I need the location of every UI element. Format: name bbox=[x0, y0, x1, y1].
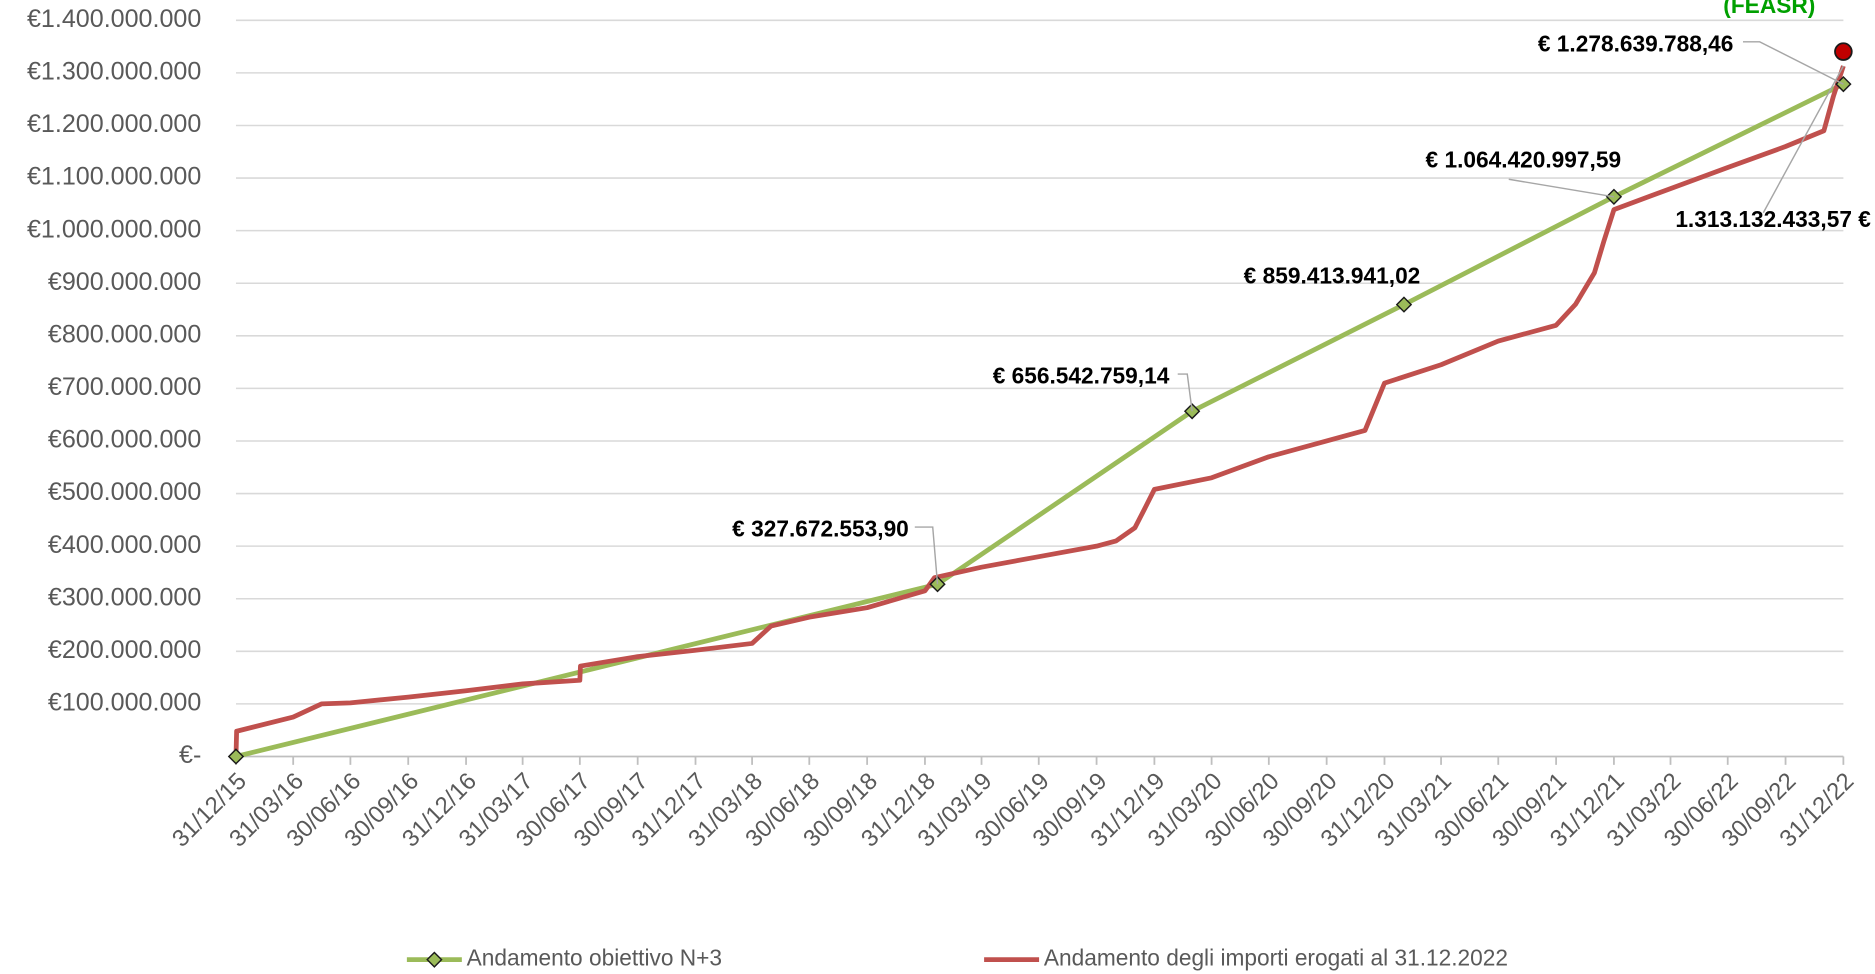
series-line bbox=[235, 81, 1845, 759]
y-tick-label: €300.000.000 bbox=[48, 583, 201, 611]
leader-line bbox=[1762, 65, 1845, 214]
legend-label: Andamento obiettivo N+3 bbox=[467, 945, 722, 971]
leader-line bbox=[1177, 373, 1193, 412]
y-tick-label: €400.000.000 bbox=[48, 531, 201, 559]
y-tick-label: €800.000.000 bbox=[48, 320, 201, 348]
y-tick-label: €- bbox=[179, 741, 201, 769]
data-label: 1.313.132.433,57 € bbox=[1675, 206, 1871, 232]
y-tick-label: €1.400.000.000 bbox=[27, 5, 201, 33]
data-label: € 327.672.553,90 bbox=[732, 516, 909, 542]
series-line bbox=[233, 65, 1846, 757]
data-label: € 656.542.759,14 bbox=[993, 363, 1170, 389]
data-label: € 1.064.420.997,59 bbox=[1426, 146, 1622, 172]
y-tick-label: €1.200.000.000 bbox=[27, 110, 201, 138]
y-tick-label: €200.000.000 bbox=[48, 636, 201, 664]
y-tick-label: €1.100.000.000 bbox=[27, 163, 201, 191]
legend-marker bbox=[426, 951, 443, 968]
y-tick-label: €500.000.000 bbox=[48, 478, 201, 506]
legend-label: Andamento degli importi erogati al 31.12… bbox=[1044, 945, 1508, 971]
leader-line bbox=[1508, 178, 1615, 198]
y-tick-label: €1.300.000.000 bbox=[27, 58, 201, 86]
point-marker bbox=[1834, 42, 1853, 61]
leader-line bbox=[1742, 41, 1844, 85]
annotation: (FEASR) bbox=[1723, 0, 1815, 18]
y-tick-label: €700.000.000 bbox=[48, 373, 201, 401]
point-marker bbox=[1395, 296, 1413, 313]
point-marker bbox=[1605, 188, 1623, 205]
y-tick-label: €900.000.000 bbox=[48, 268, 201, 296]
y-tick-label: €1.000.000.000 bbox=[27, 215, 201, 243]
point-marker bbox=[227, 748, 245, 765]
y-tick-label: €600.000.000 bbox=[48, 426, 201, 454]
data-label: € 859.413.941,02 bbox=[1244, 262, 1421, 288]
data-label: € 1.278.639.788,46 bbox=[1538, 30, 1734, 56]
y-tick-label: €100.000.000 bbox=[48, 689, 201, 717]
leader-line bbox=[914, 526, 939, 585]
point-marker bbox=[1183, 403, 1201, 420]
